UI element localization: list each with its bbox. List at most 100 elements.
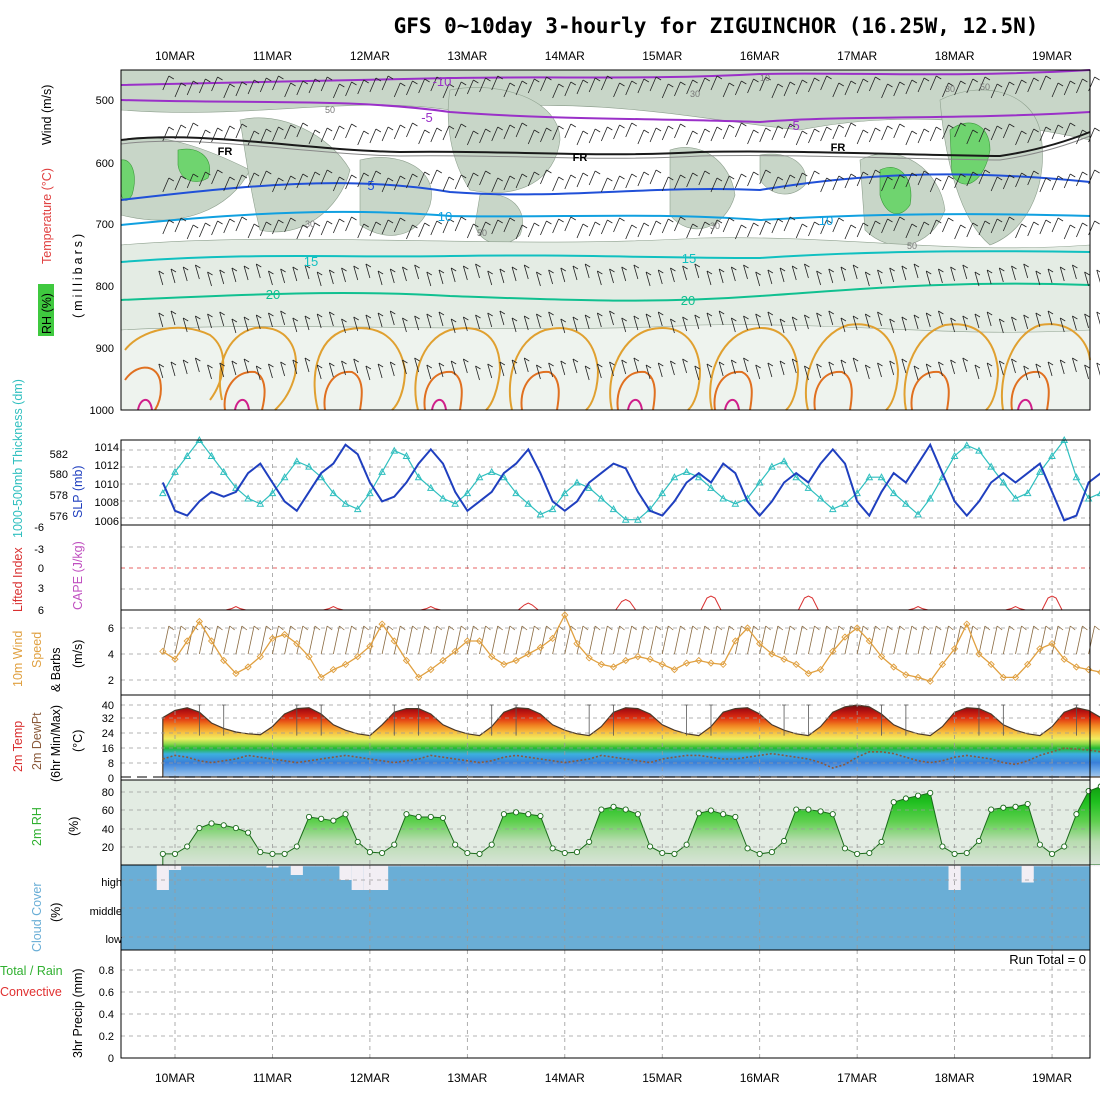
upper-barb xyxy=(661,218,669,234)
rh-point xyxy=(793,806,800,813)
rh-point xyxy=(159,850,166,857)
wind-speed-point xyxy=(1084,665,1093,674)
upper-barb-flag xyxy=(936,219,942,224)
upper-barb xyxy=(600,177,608,193)
upper-barb-flag xyxy=(473,223,479,228)
upper-barb-flag xyxy=(816,312,822,317)
lifted-index-peak xyxy=(323,605,344,611)
rh-grid xyxy=(121,780,1090,865)
upper-barb xyxy=(1084,364,1089,380)
upper-barb-flag xyxy=(1070,122,1076,127)
upper-barb xyxy=(804,365,809,381)
upper-barb xyxy=(747,222,754,238)
pressure-tick-600: 600 xyxy=(96,158,114,170)
wind-barb-flag xyxy=(570,625,577,631)
upper-barb xyxy=(1063,173,1071,189)
wind-speed-point xyxy=(1097,669,1100,676)
upper-barb-flag xyxy=(802,223,808,228)
rh-legend-swatch xyxy=(38,284,54,336)
wind10m-barbs xyxy=(162,625,1100,655)
temp-tick-24: 24 xyxy=(102,728,114,740)
upper-barb-flag xyxy=(448,176,455,181)
wind-barb xyxy=(954,625,961,655)
wind-barb xyxy=(564,625,572,655)
upper-barb xyxy=(974,313,980,329)
upper-barb xyxy=(1076,78,1083,94)
cloud-bar-high xyxy=(363,865,376,890)
upper-barb xyxy=(694,365,700,381)
date-top-14MAR: 14MAR xyxy=(545,49,585,63)
upper-barb-flag xyxy=(706,363,713,368)
upper-barb xyxy=(479,221,486,237)
upper-barb-flag xyxy=(621,317,627,322)
thick-tick-578: 578 xyxy=(50,490,68,502)
upper-barb-flag xyxy=(840,359,847,364)
upper-barb-flag xyxy=(290,82,296,87)
upper-barb-flag xyxy=(192,224,199,229)
upper-barb xyxy=(755,313,761,329)
cloud-bar-high xyxy=(449,865,462,867)
upper-barb-flag xyxy=(706,270,713,275)
upper-barb xyxy=(978,169,986,185)
upper-barb xyxy=(942,175,949,191)
wind-barb-flag xyxy=(801,625,808,631)
upper-barb xyxy=(657,311,663,327)
upper-barb-flag xyxy=(1033,77,1039,82)
wind-barb xyxy=(503,625,511,655)
upper-barb xyxy=(795,130,803,146)
upper-barb-flag xyxy=(412,122,418,127)
upper-barb-flag xyxy=(256,263,262,268)
date-top-19MAR: 19MAR xyxy=(1032,49,1072,63)
upper-barb-flag xyxy=(716,177,723,182)
cloud-bar-high xyxy=(254,865,267,867)
upper-barb-flag xyxy=(1094,220,1100,225)
rh-point xyxy=(415,813,422,821)
cloud-bar-high xyxy=(631,865,644,867)
wind-barb-flag xyxy=(497,625,503,631)
wind-speed-point xyxy=(756,639,764,648)
upper-barb xyxy=(377,270,383,286)
upper-barb xyxy=(816,270,821,286)
wind-speed-point xyxy=(865,637,873,645)
wind-barb xyxy=(247,625,255,655)
upper-barb-flag xyxy=(996,83,1003,88)
upper-barb-flag xyxy=(1060,359,1066,364)
upper-barb-flag xyxy=(353,358,359,363)
upper-barb-flag xyxy=(1033,128,1039,133)
upper-barb-flag xyxy=(1045,219,1052,224)
upper-barb xyxy=(637,171,645,187)
upper-barb xyxy=(219,362,225,378)
wind-speed-point xyxy=(171,655,179,663)
upper-barb-flag xyxy=(901,358,908,363)
upper-barb xyxy=(1027,77,1035,93)
wind-barb-flag xyxy=(1009,625,1015,631)
upper-barb xyxy=(1015,79,1022,95)
upper-barb xyxy=(247,79,255,95)
wind-barb xyxy=(308,625,316,655)
upper-barb-flag xyxy=(548,311,554,316)
upper-barb-flag xyxy=(572,316,579,321)
upper-barb-flag xyxy=(205,222,211,227)
wind-barb xyxy=(332,625,340,655)
thickness-point xyxy=(1011,494,1020,502)
wind-barb xyxy=(808,625,815,655)
rh-point xyxy=(951,850,958,857)
upper-barb-flag xyxy=(195,264,201,269)
upper-barb-flag xyxy=(1009,174,1015,179)
upper-barb-flag xyxy=(326,76,333,81)
upper-barb xyxy=(1076,171,1083,187)
upper-barb xyxy=(536,271,541,287)
wind-barb xyxy=(479,625,486,655)
wind-speed-point xyxy=(963,620,971,628)
upper-barb xyxy=(186,224,194,240)
upper-barb-flag xyxy=(923,77,930,82)
upper-barb-flag xyxy=(241,216,248,221)
upper-barb-flag xyxy=(316,364,323,369)
upper-barb xyxy=(223,218,231,234)
upper-barb xyxy=(722,175,730,191)
upper-barb-flag xyxy=(377,270,384,275)
upper-barb-flag xyxy=(487,312,493,317)
rh-point xyxy=(476,850,483,857)
rh-point xyxy=(878,838,885,845)
wind-barb xyxy=(491,625,499,655)
